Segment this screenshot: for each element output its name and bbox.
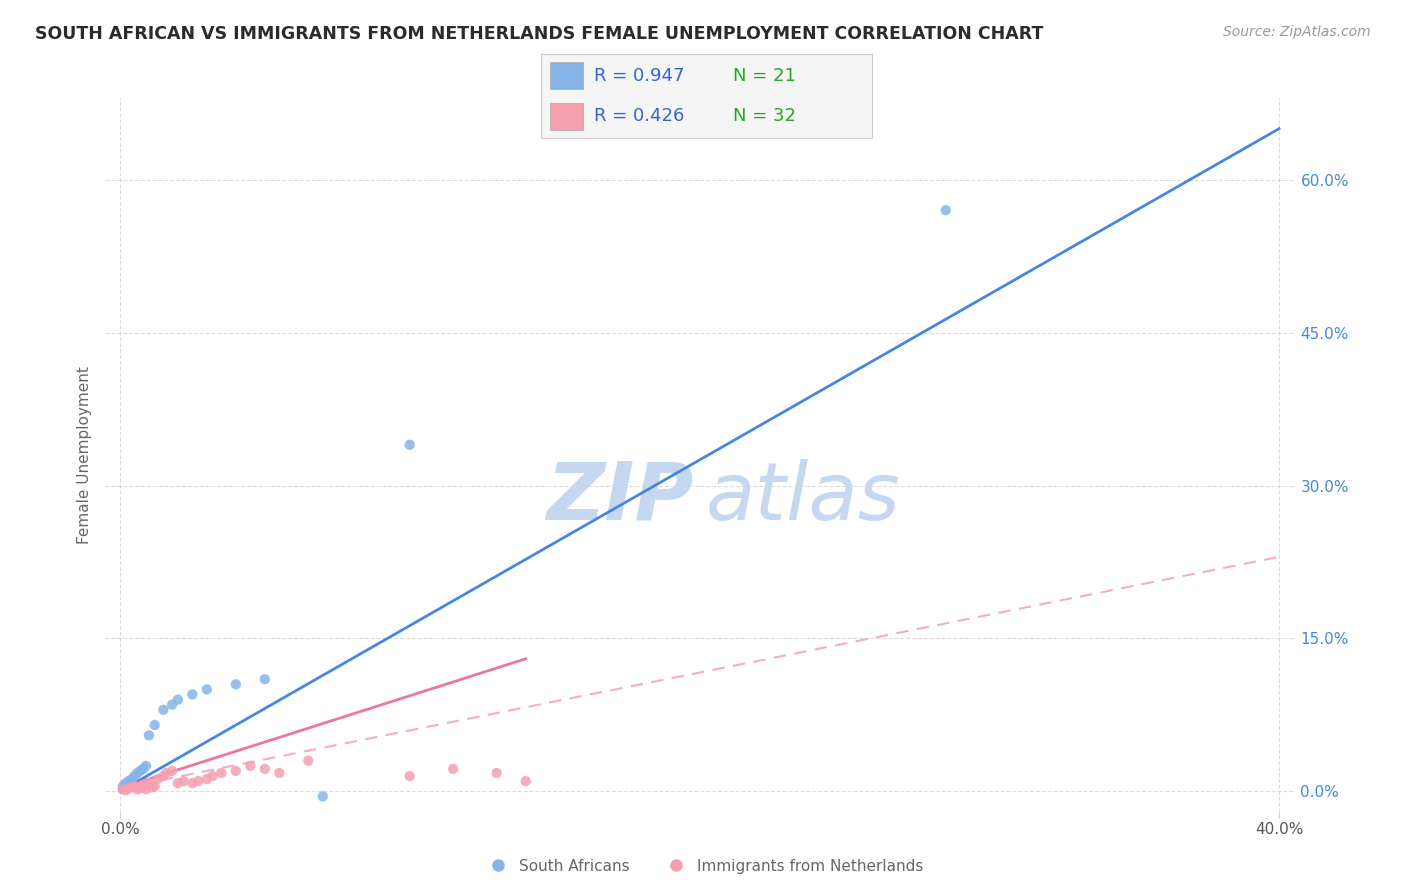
Point bbox=[181, 776, 204, 790]
Point bbox=[127, 782, 149, 797]
Point bbox=[195, 682, 218, 697]
Point bbox=[181, 688, 204, 702]
Point bbox=[167, 776, 190, 790]
FancyBboxPatch shape bbox=[550, 62, 582, 89]
Point bbox=[398, 438, 420, 452]
Point bbox=[111, 779, 134, 793]
Point bbox=[225, 764, 247, 778]
Text: Source: ZipAtlas.com: Source: ZipAtlas.com bbox=[1223, 25, 1371, 39]
Point bbox=[129, 764, 152, 778]
Point bbox=[160, 764, 183, 778]
Point bbox=[135, 782, 157, 797]
Point bbox=[138, 776, 160, 790]
Point bbox=[253, 672, 276, 686]
Point bbox=[124, 779, 146, 793]
Text: R = 0.947: R = 0.947 bbox=[595, 67, 685, 85]
Point bbox=[132, 778, 155, 792]
Point bbox=[441, 762, 464, 776]
Text: R = 0.426: R = 0.426 bbox=[595, 107, 685, 125]
Point bbox=[152, 703, 174, 717]
Point bbox=[173, 774, 195, 789]
Point bbox=[135, 759, 157, 773]
Point bbox=[146, 772, 169, 786]
Point bbox=[143, 718, 166, 732]
Point bbox=[935, 203, 957, 218]
Point bbox=[209, 766, 232, 780]
Text: N = 21: N = 21 bbox=[733, 67, 796, 85]
FancyBboxPatch shape bbox=[550, 103, 582, 130]
Text: atlas: atlas bbox=[706, 458, 900, 537]
Legend: South Africans, Immigrants from Netherlands: South Africans, Immigrants from Netherla… bbox=[477, 853, 929, 880]
Point bbox=[121, 780, 143, 795]
Point bbox=[167, 692, 190, 706]
Point bbox=[239, 759, 262, 773]
Point bbox=[225, 677, 247, 691]
Point bbox=[398, 769, 420, 783]
Point bbox=[312, 789, 335, 804]
Point bbox=[253, 762, 276, 776]
Point bbox=[141, 780, 163, 795]
Point bbox=[155, 766, 177, 780]
Point bbox=[117, 781, 139, 796]
Point bbox=[160, 698, 183, 712]
Point bbox=[485, 766, 508, 780]
Text: N = 32: N = 32 bbox=[733, 107, 796, 125]
Point bbox=[114, 783, 136, 797]
Point bbox=[111, 782, 134, 797]
Point bbox=[515, 774, 537, 789]
Point bbox=[127, 766, 149, 780]
Point bbox=[195, 772, 218, 786]
Point bbox=[187, 774, 209, 789]
Point bbox=[269, 766, 291, 780]
Point bbox=[132, 762, 155, 776]
Point bbox=[138, 728, 160, 742]
Point bbox=[129, 781, 152, 796]
Point bbox=[152, 769, 174, 783]
Point bbox=[297, 754, 319, 768]
Point bbox=[114, 776, 136, 790]
Point bbox=[121, 772, 143, 786]
Point bbox=[117, 774, 139, 789]
Point bbox=[143, 779, 166, 793]
Point bbox=[124, 769, 146, 783]
Point bbox=[201, 769, 224, 783]
Text: SOUTH AFRICAN VS IMMIGRANTS FROM NETHERLANDS FEMALE UNEMPLOYMENT CORRELATION CHA: SOUTH AFRICAN VS IMMIGRANTS FROM NETHERL… bbox=[35, 25, 1043, 43]
Y-axis label: Female Unemployment: Female Unemployment bbox=[76, 366, 91, 544]
Text: ZIP: ZIP bbox=[546, 458, 693, 537]
